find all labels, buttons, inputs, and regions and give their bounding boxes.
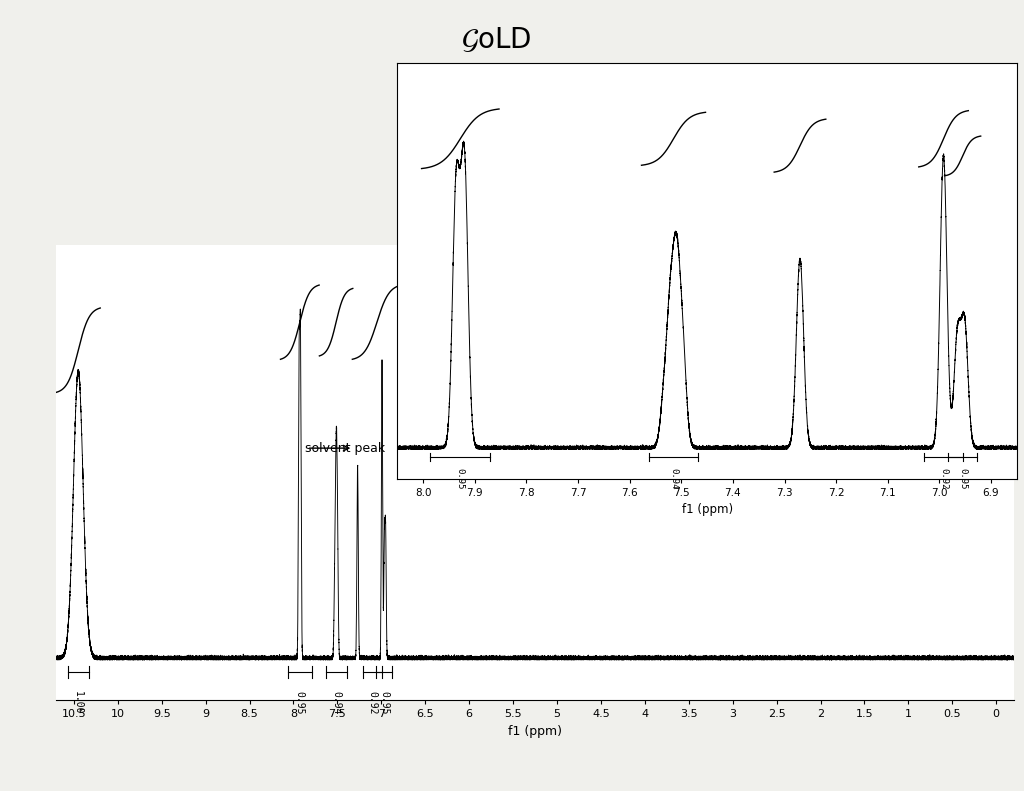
Text: 0.92: 0.92 [939, 467, 948, 489]
Text: 0.95: 0.95 [456, 467, 465, 489]
X-axis label: f1 (ppm): f1 (ppm) [682, 503, 732, 517]
Text: 0.92: 0.92 [368, 691, 378, 715]
Text: solvent peak: solvent peak [305, 441, 385, 455]
Text: 0.95: 0.95 [958, 467, 967, 489]
Text: 0.94: 0.94 [669, 467, 678, 489]
Text: 0.95: 0.95 [295, 691, 305, 715]
Text: 0.94: 0.94 [331, 691, 341, 715]
Text: 1.00: 1.00 [74, 691, 83, 715]
Text: 0.95: 0.95 [379, 691, 389, 715]
X-axis label: f1 (ppm): f1 (ppm) [508, 725, 562, 738]
Text: $\mathcal{G}$oLD: $\mathcal{G}$oLD [462, 25, 531, 55]
